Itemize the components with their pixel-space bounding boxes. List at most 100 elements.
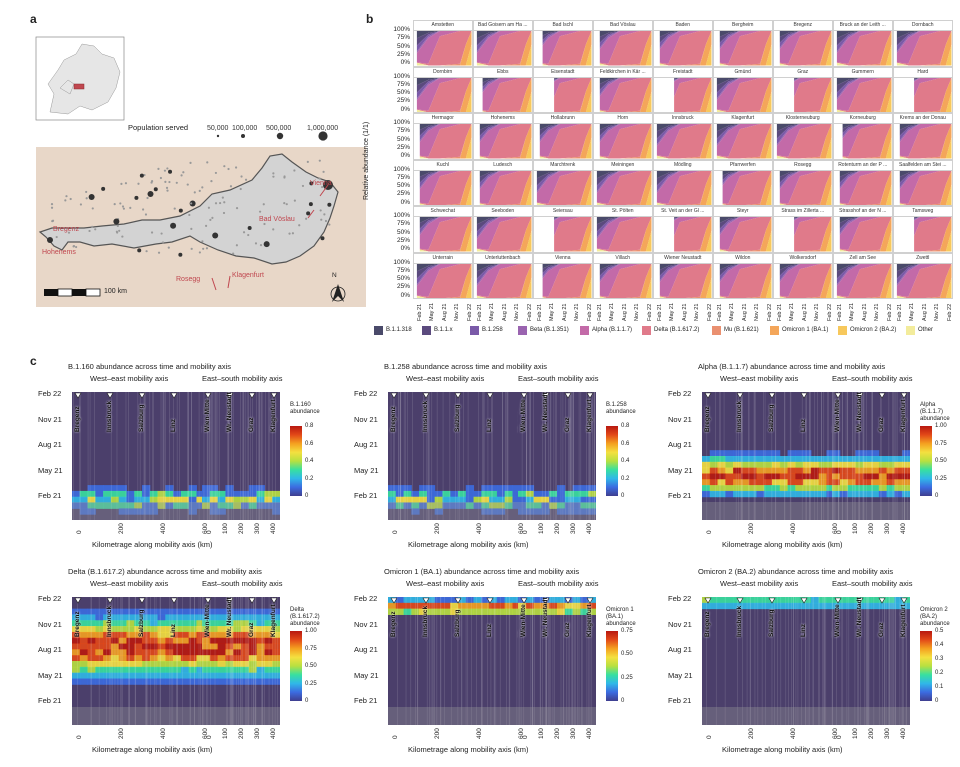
facet-strip-label: Ludesch xyxy=(474,160,532,171)
wwtp-dot xyxy=(201,240,204,243)
heatmap-cell xyxy=(188,608,197,615)
heatmap-cell xyxy=(72,626,81,633)
facet-strip-label: Innsbruck xyxy=(654,114,712,124)
heatmap-cell xyxy=(225,666,234,674)
facet-area-chart xyxy=(419,124,472,159)
heatmap-cell xyxy=(272,631,280,639)
heatmap-cell xyxy=(87,608,96,615)
heatmap-cell xyxy=(748,597,757,604)
heatmap-cell xyxy=(209,620,219,627)
colorbar-gradient xyxy=(606,426,618,496)
pop-size-2: 100,000 xyxy=(232,125,258,132)
city-marker xyxy=(204,597,212,604)
colorbar-tick: 0.50 xyxy=(935,458,947,464)
heatmap-cell xyxy=(165,608,174,615)
variant-area xyxy=(836,263,892,298)
heatmap-cell xyxy=(886,467,895,474)
variant-area xyxy=(479,124,532,157)
heatmap-cell xyxy=(504,485,513,492)
facet-panel: Bregenz xyxy=(773,20,833,67)
heatmap-cell xyxy=(481,508,490,515)
city-axis-label: Klagenfurt xyxy=(270,399,277,433)
heatmap-cell xyxy=(217,661,226,668)
wwtp-dot xyxy=(168,180,171,184)
heatmap-cell xyxy=(871,467,880,474)
wwtp-dot xyxy=(212,232,219,239)
city-axis-label: Innsbruck xyxy=(422,400,429,432)
legend-swatch xyxy=(422,326,431,335)
heatmap-cell xyxy=(241,608,250,615)
heatmap-cell xyxy=(564,502,574,509)
variant-area xyxy=(416,263,472,286)
wwtp-dot xyxy=(139,173,144,178)
heatmap-cell xyxy=(126,678,135,685)
heatmap-cell xyxy=(826,485,835,492)
heatmap-cell xyxy=(458,608,467,615)
heatmap-cell xyxy=(411,502,420,509)
facet-area-chart xyxy=(896,31,952,66)
wwtp-dot xyxy=(207,206,211,209)
variant-area xyxy=(719,217,772,223)
colorbar-tick: 0.3 xyxy=(935,656,944,662)
variant-area xyxy=(716,124,772,159)
heatmap-cell xyxy=(272,496,280,504)
heatmap-cell xyxy=(142,608,151,615)
heatmap-cell xyxy=(157,672,166,679)
heatmap-cell xyxy=(256,661,265,668)
heatmap-x-tick: 200 xyxy=(554,523,561,534)
facet-panel: Klosterneuburg xyxy=(773,113,833,160)
variant-area xyxy=(779,170,832,205)
heatmap-cell xyxy=(248,485,258,492)
facet-strip-label: Marchtrenk xyxy=(534,160,592,171)
colorbar-tick: 0.25 xyxy=(621,674,633,681)
heatmap-cell xyxy=(87,655,96,662)
wwtp-dot xyxy=(94,228,97,231)
variant-area xyxy=(416,62,472,66)
variant-area xyxy=(839,202,892,205)
variant-area xyxy=(914,77,952,112)
y-tick: 75% xyxy=(396,80,410,88)
variant-area xyxy=(836,263,892,298)
heatmap-cell xyxy=(572,496,581,504)
heatmap-cell xyxy=(95,626,104,633)
heatmap-cell xyxy=(188,490,197,498)
heatmap-x-tick: 400 xyxy=(790,523,797,534)
legend-label: Alpha (B.1.1.7) xyxy=(592,327,633,333)
heatmap-cell xyxy=(496,485,506,492)
heatmap-cell xyxy=(725,485,734,492)
heatmap-cell xyxy=(426,496,436,504)
heatmap-cell xyxy=(588,502,596,509)
heatmap-cell xyxy=(481,490,490,498)
heatmap-title: Omicron 2 (BA.2) abundance across time a… xyxy=(698,567,894,576)
heatmap-cell xyxy=(196,678,205,685)
heatmap-cell xyxy=(126,614,135,621)
heatmap-cell xyxy=(118,678,127,685)
facet-strip-label: Baden xyxy=(654,21,712,31)
heatmap-cell xyxy=(434,508,443,515)
wwtp-dot xyxy=(293,199,296,202)
heatmap-we-label: West–east mobility axis xyxy=(406,374,485,383)
legend-swatch xyxy=(374,326,383,335)
heatmap-x-tick: 400 xyxy=(900,728,907,739)
austria-highlight xyxy=(73,83,85,90)
heatmap-cell xyxy=(826,467,835,474)
heatmap-cell xyxy=(894,602,903,610)
heatmap-cell xyxy=(264,678,273,685)
variant-area xyxy=(599,124,652,157)
heatmap-x-tick: 400 xyxy=(270,728,277,739)
colorbar-tick: 0.8 xyxy=(621,423,630,429)
variant-area xyxy=(539,124,592,130)
heatmap-cell xyxy=(465,502,475,509)
heatmap-cell xyxy=(564,508,574,515)
legend-label: B.1.258 xyxy=(482,327,503,333)
variant-area xyxy=(899,170,952,177)
heatmap-cell xyxy=(157,620,166,627)
variant-area xyxy=(416,263,472,298)
variant-area xyxy=(716,77,772,111)
heatmap-cell xyxy=(518,608,527,615)
facet-area-chart xyxy=(719,263,772,298)
heatmap-cell xyxy=(434,502,443,509)
no-data-band xyxy=(388,502,528,520)
heatmap-cell xyxy=(87,649,96,656)
variant-area xyxy=(542,64,592,66)
